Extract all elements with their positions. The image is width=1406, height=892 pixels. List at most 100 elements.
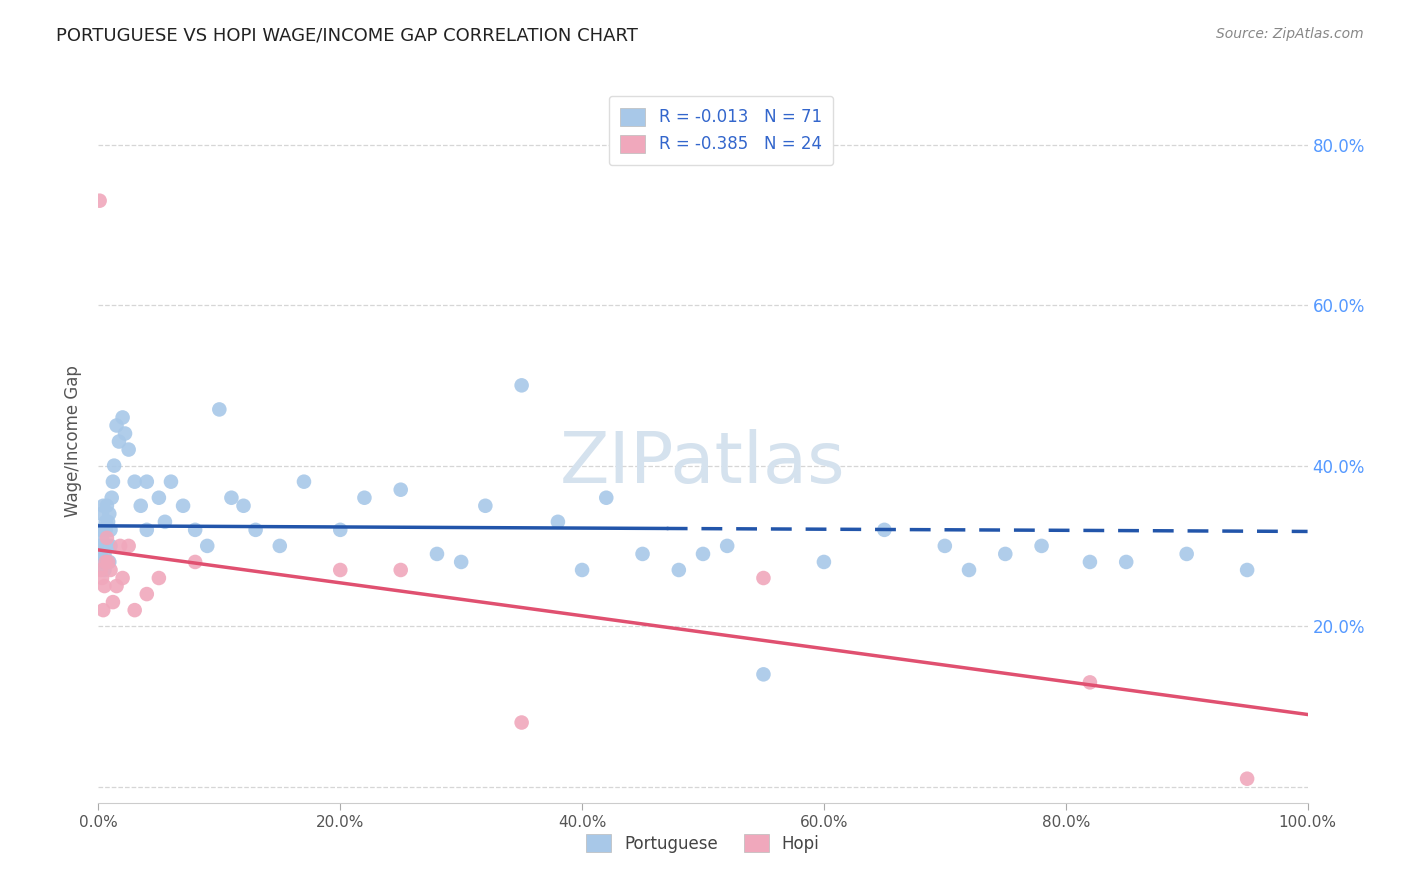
Point: [93, 523, 115, 537]
Point: [98, 555, 121, 569]
Point: [91, 571, 114, 585]
Point: [98, 507, 121, 521]
Y-axis label: Wage/Income Gap: Wage/Income Gap: [65, 366, 83, 517]
Point: [1236, 563, 1258, 577]
Point: [135, 475, 157, 489]
Point: [111, 410, 134, 425]
Point: [108, 434, 131, 449]
Point: [91, 603, 114, 617]
Point: [94, 515, 117, 529]
Point: [90, 547, 112, 561]
Point: [93, 579, 115, 593]
Text: Source: ZipAtlas.com: Source: ZipAtlas.com: [1216, 27, 1364, 41]
Point: [91, 499, 114, 513]
Point: [97, 539, 120, 553]
Point: [118, 539, 141, 553]
Point: [547, 515, 569, 529]
Point: [135, 587, 157, 601]
Point: [1115, 555, 1137, 569]
Point: [160, 475, 183, 489]
Point: [94, 555, 117, 569]
Point: [89, 194, 111, 208]
Point: [195, 539, 218, 553]
Point: [172, 499, 194, 513]
Point: [1236, 772, 1258, 786]
Point: [184, 555, 207, 569]
Point: [93, 563, 115, 577]
Point: [1031, 539, 1053, 553]
Point: [100, 563, 122, 577]
Point: [97, 555, 120, 569]
Point: [329, 563, 352, 577]
Point: [510, 715, 533, 730]
Point: [994, 547, 1017, 561]
Point: [124, 475, 146, 489]
Point: [91, 531, 114, 545]
Point: [148, 491, 170, 505]
Point: [91, 555, 114, 569]
Legend: Portuguese, Hopi: Portuguese, Hopi: [579, 828, 827, 860]
Point: [105, 418, 128, 433]
Point: [91, 539, 114, 553]
Point: [208, 402, 231, 417]
Point: [269, 539, 291, 553]
Point: [631, 547, 654, 561]
Point: [101, 595, 124, 609]
Point: [96, 555, 118, 569]
Point: [100, 523, 122, 537]
Point: [595, 491, 617, 505]
Point: [1078, 675, 1101, 690]
Point: [97, 515, 120, 529]
Point: [389, 563, 412, 577]
Point: [148, 571, 170, 585]
Point: [353, 491, 375, 505]
Point: [93, 547, 115, 561]
Point: [474, 499, 496, 513]
Point: [118, 442, 141, 457]
Point: [232, 499, 254, 513]
Point: [108, 539, 131, 553]
Point: [668, 563, 690, 577]
Point: [101, 475, 124, 489]
Point: [94, 539, 117, 553]
Text: ZIPatlas: ZIPatlas: [560, 429, 846, 498]
Point: [813, 555, 835, 569]
Point: [129, 499, 152, 513]
Point: [426, 547, 449, 561]
Point: [153, 515, 176, 529]
Point: [389, 483, 412, 497]
Point: [329, 523, 352, 537]
Point: [124, 603, 146, 617]
Point: [91, 507, 114, 521]
Point: [184, 523, 207, 537]
Point: [90, 563, 112, 577]
Point: [752, 667, 775, 681]
Point: [716, 539, 738, 553]
Point: [450, 555, 472, 569]
Point: [135, 523, 157, 537]
Point: [103, 458, 125, 473]
Point: [245, 523, 267, 537]
Point: [96, 531, 118, 545]
Point: [692, 547, 714, 561]
Point: [752, 571, 775, 585]
Point: [934, 539, 956, 553]
Point: [111, 571, 134, 585]
Point: [114, 426, 136, 441]
Point: [510, 378, 533, 392]
Point: [221, 491, 243, 505]
Point: [90, 523, 112, 537]
Point: [1078, 555, 1101, 569]
Point: [100, 539, 122, 553]
Point: [873, 523, 896, 537]
Point: [94, 523, 117, 537]
Point: [292, 475, 315, 489]
Point: [105, 579, 128, 593]
Point: [89, 539, 111, 553]
Point: [1175, 547, 1198, 561]
Point: [571, 563, 593, 577]
Point: [957, 563, 980, 577]
Point: [96, 499, 118, 513]
Text: PORTUGUESE VS HOPI WAGE/INCOME GAP CORRELATION CHART: PORTUGUESE VS HOPI WAGE/INCOME GAP CORRE…: [56, 27, 638, 45]
Point: [100, 491, 122, 505]
